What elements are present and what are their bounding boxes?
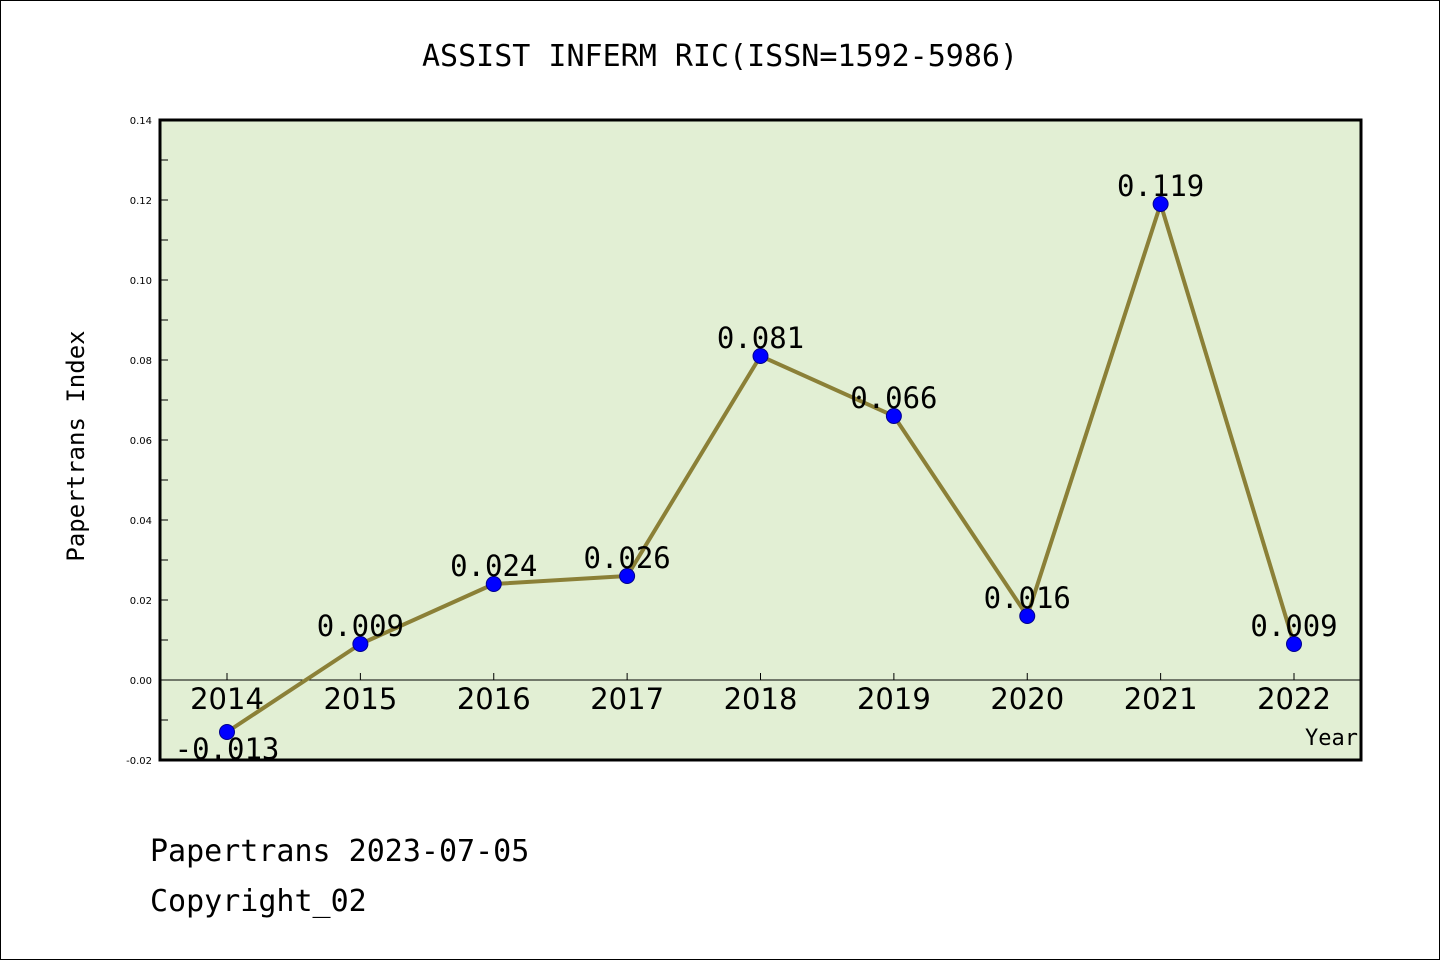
data-label: 0.009	[317, 609, 404, 643]
data-label: 0.016	[984, 581, 1071, 615]
data-label: 0.009	[1250, 609, 1337, 643]
y-tick-label: 0.14	[130, 116, 152, 127]
data-label: 0.026	[583, 541, 670, 575]
footer-date: Papertrans 2023-07-05	[150, 834, 530, 869]
x-tick-label: 2021	[1124, 682, 1198, 716]
data-label: 0.066	[850, 381, 937, 415]
y-tick-label: 0.08	[130, 356, 152, 367]
x-tick-label: 2016	[457, 682, 531, 716]
y-tick-label: 0.06	[130, 436, 152, 447]
data-label: 0.119	[1117, 169, 1204, 203]
x-tick-label: 2019	[857, 682, 931, 716]
y-tick-label: -0.02	[126, 756, 152, 767]
y-tick-label: 0.00	[130, 676, 152, 687]
x-axis: 2014 2015 2016 2017 2018 2019 2020 2021 2022	[160, 673, 1361, 716]
x-tick-label: 2015	[323, 682, 397, 716]
data-point	[1152, 196, 1169, 212]
data-point	[1286, 636, 1302, 652]
footer-copyright: Copyright_02	[150, 884, 367, 919]
plot-border	[158, 118, 1363, 762]
data-label: 0.024	[450, 549, 537, 583]
data-point	[485, 576, 502, 592]
x-tick-label: 2020	[990, 682, 1064, 716]
data-point	[885, 408, 902, 424]
data-point	[752, 348, 769, 364]
chart-title: ASSIST INFERM RIC(ISSN=1592-5986)	[422, 39, 1018, 74]
data-point	[352, 636, 369, 652]
y-axis-label: Papertrans Index	[62, 330, 90, 561]
y-tick-label: 0.04	[130, 516, 152, 527]
data-point	[619, 568, 636, 584]
x-tick-label: 2014	[190, 682, 264, 716]
plot-area	[160, 120, 1361, 760]
y-tick-label: 0.02	[130, 596, 152, 607]
x-tick-label: 2017	[590, 682, 664, 716]
x-tick-label: 2018	[724, 682, 798, 716]
y-tick-label: 0.12	[130, 196, 152, 207]
y-tick-label: 0.10	[130, 276, 152, 287]
y-axis: -0.02 0.00 0.02 0.04 0.06 0.08 0.10 0.12 0.14	[126, 116, 168, 767]
data-point	[1019, 608, 1036, 624]
x-axis-label: Year	[1305, 726, 1358, 751]
data-label: 0.081	[717, 321, 804, 355]
data-point	[219, 724, 235, 740]
x-tick-label: 2022	[1257, 682, 1331, 716]
